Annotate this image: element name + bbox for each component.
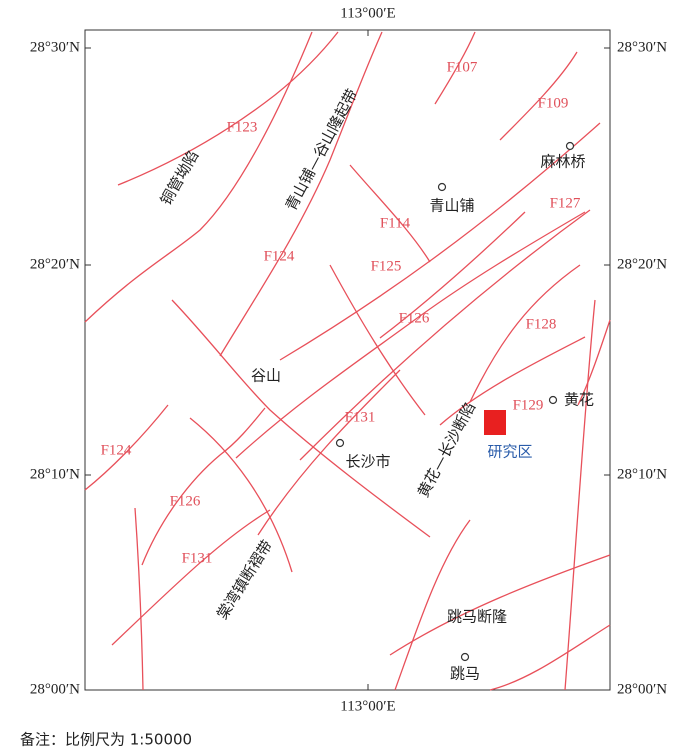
- town-markers: [335, 141, 575, 662]
- fault-label: F124: [264, 248, 295, 264]
- lon-label: 113°00′E: [340, 5, 395, 21]
- fault-label: F127: [550, 195, 581, 211]
- lat-label: 28°30′N: [617, 39, 667, 55]
- map-frame: [84, 29, 611, 691]
- town-label: 麻林桥: [540, 153, 585, 171]
- lon-label: 113°00′E: [340, 698, 395, 714]
- study-area-marker: [484, 410, 506, 435]
- note: 备注：比例尺为 1:50000: [20, 731, 192, 749]
- lat-label: 28°00′N: [30, 681, 80, 697]
- fault-label: F125: [371, 258, 402, 274]
- region-label: 跳马断隆: [447, 608, 507, 626]
- fault-lines: [84, 31, 611, 691]
- fault-label: F124: [101, 442, 132, 458]
- fault-label: F114: [380, 215, 411, 231]
- lat-label: 28°10′N: [617, 466, 667, 482]
- fault-label: F126: [170, 493, 201, 509]
- town-label: 谷山: [251, 367, 281, 385]
- fault-label: F129: [513, 397, 544, 413]
- town-label: 青山铺: [429, 197, 474, 215]
- fault-label: F109: [538, 95, 569, 111]
- fault-label: F131: [182, 550, 213, 566]
- region-label: 青山铺—谷山隆起带: [282, 86, 361, 214]
- lat-label: 28°30′N: [30, 39, 80, 55]
- lat-label: 28°20′N: [617, 256, 667, 272]
- town-label: 黄花: [564, 391, 594, 409]
- region-label: 棠湾镇断褶带: [213, 537, 276, 623]
- fault-label: F123: [227, 119, 258, 135]
- town-label: 长沙市: [345, 453, 390, 471]
- fault-label: F131: [345, 409, 376, 425]
- fault-label: F126: [399, 310, 430, 326]
- study-area-label: 研究区: [487, 443, 532, 461]
- fault-label: F128: [526, 316, 557, 332]
- frame-ticks: [85, 30, 610, 690]
- town-label: 跳马: [450, 665, 480, 683]
- lat-label: 28°10′N: [30, 466, 80, 482]
- lat-label: 28°20′N: [30, 256, 80, 272]
- fault-label: F107: [447, 59, 478, 75]
- lat-label: 28°00′N: [617, 681, 667, 697]
